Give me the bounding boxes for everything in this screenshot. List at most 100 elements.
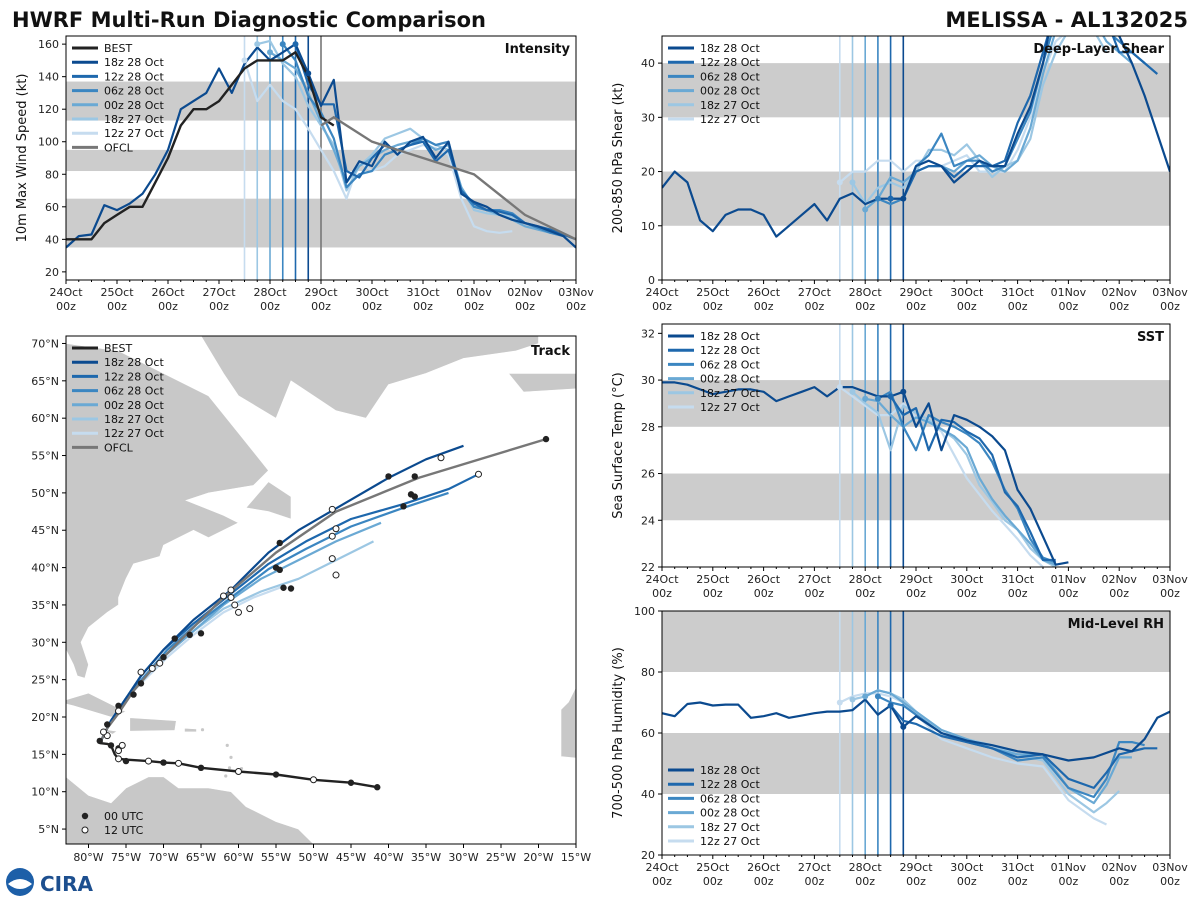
x-tick-label: 45°W bbox=[336, 851, 366, 864]
init-marker bbox=[900, 723, 907, 730]
legend-label: 12z 28 Oct bbox=[104, 70, 164, 83]
init-marker bbox=[862, 693, 869, 700]
init-marker bbox=[836, 699, 843, 706]
x-tick-label: 30Oct bbox=[355, 286, 389, 299]
init-marker bbox=[305, 70, 312, 77]
marker-12utc bbox=[137, 668, 145, 676]
x-tick-sublabel: 00z bbox=[906, 587, 926, 600]
x-tick-label: 26Oct bbox=[747, 861, 781, 874]
y-axis-label: Sea Surface Temp (°C) bbox=[611, 372, 626, 519]
legend-label: 12z 28 Oct bbox=[700, 344, 760, 357]
x-tick-label: 27Oct bbox=[798, 286, 832, 299]
forecast-track bbox=[98, 585, 284, 744]
legend-label: 12z 28 Oct bbox=[700, 778, 760, 791]
marker-12utc bbox=[118, 741, 126, 749]
marker-12utc bbox=[115, 755, 122, 763]
legend-label: 12z 27 Oct bbox=[700, 401, 760, 414]
y-tick-label: 70°N bbox=[31, 337, 59, 350]
y-tick-label: 22 bbox=[641, 561, 655, 574]
legend-label: 18z 28 Oct bbox=[700, 330, 760, 343]
legend-label: OFCL bbox=[104, 141, 134, 154]
y-tick-label: 40 bbox=[641, 57, 655, 70]
legend-label: OFCL bbox=[104, 441, 134, 454]
marker-00utc bbox=[287, 585, 295, 592]
cira-logo-text: CIRA bbox=[40, 872, 94, 896]
x-tick-sublabel: 00z bbox=[107, 300, 127, 313]
x-tick-sublabel: 00z bbox=[906, 875, 926, 888]
marker-12utc bbox=[100, 728, 107, 736]
x-tick-label: 02Nov bbox=[1101, 286, 1137, 299]
marker-12utc bbox=[115, 707, 122, 715]
x-tick-label: 27Oct bbox=[798, 861, 832, 874]
legend-label: 18z 28 Oct bbox=[700, 764, 760, 777]
marker-legend-12 bbox=[81, 826, 89, 834]
marker-00utc bbox=[276, 566, 283, 574]
x-tick-sublabel: 00z bbox=[957, 587, 977, 600]
x-tick-sublabel: 00z bbox=[754, 587, 774, 600]
y-tick-label: 25°N bbox=[31, 674, 59, 687]
track-panel: 80°W 75°W 70°W 65°W 60°W 55°W 50°W 45°W 40°W 35°W… bbox=[31, 335, 591, 864]
init-marker bbox=[849, 388, 856, 395]
plot-area bbox=[66, 36, 576, 280]
marker-00utc bbox=[96, 737, 103, 745]
init-marker bbox=[900, 388, 907, 395]
x-tick-sublabel: 00z bbox=[754, 300, 774, 313]
marker-00utc bbox=[107, 742, 115, 749]
legend-label: 12z 27 Oct bbox=[700, 113, 760, 126]
x-tick-label: 20°W bbox=[523, 851, 553, 864]
y-axis-label: 700-500 hPa Humidity (%) bbox=[611, 647, 626, 819]
y-tick-label: 10 bbox=[641, 220, 655, 233]
series-line bbox=[877, 695, 1145, 799]
x-tick-sublabel: 00z bbox=[1109, 875, 1129, 888]
init-marker bbox=[900, 195, 907, 202]
marker-00utc bbox=[542, 435, 550, 443]
marker-12utc bbox=[328, 555, 336, 563]
x-tick-sublabel: 00z bbox=[703, 587, 723, 600]
x-tick-sublabel: 00z bbox=[1059, 875, 1079, 888]
y-tick-label: 5°N bbox=[38, 823, 59, 836]
x-tick-label: 30Oct bbox=[950, 861, 984, 874]
x-tick-label: 24Oct bbox=[645, 286, 679, 299]
marker-12utc bbox=[328, 532, 336, 540]
marker-00utc bbox=[160, 654, 167, 661]
x-tick-label: 35°W bbox=[411, 851, 441, 864]
legend-label: 12z 28 Oct bbox=[700, 56, 760, 69]
landmass bbox=[245, 481, 292, 520]
marker-00utc bbox=[385, 473, 392, 480]
panel-title: Intensity bbox=[505, 42, 571, 57]
x-tick-label: 30Oct bbox=[950, 286, 984, 299]
x-tick-label: 31Oct bbox=[1001, 286, 1035, 299]
intensity-panel: 24Oct00z25Oct00z26Oct00z27Oct00z28Oct00z… bbox=[15, 35, 594, 313]
ofcl-track bbox=[98, 437, 547, 744]
x-tick-sublabel: 00z bbox=[652, 587, 672, 600]
x-tick-label: 03Nov bbox=[1152, 286, 1188, 299]
marker-12utc bbox=[156, 659, 164, 667]
x-tick-label: 02Nov bbox=[507, 286, 543, 299]
marker-12utc bbox=[115, 747, 122, 755]
legend-label: 00z 28 Oct bbox=[700, 373, 760, 386]
landmass bbox=[129, 717, 177, 732]
series-line bbox=[243, 60, 513, 234]
marker-00utc bbox=[400, 503, 407, 510]
init-marker bbox=[874, 395, 881, 402]
y-tick-label: 60°N bbox=[31, 412, 59, 425]
legend-label: 00z 28 Oct bbox=[104, 99, 164, 112]
landmass bbox=[184, 727, 197, 733]
marker-00utc bbox=[280, 584, 287, 591]
legend-label: 06z 28 Oct bbox=[700, 792, 760, 805]
init-marker bbox=[836, 384, 843, 391]
legend-label: 06z 28 Oct bbox=[104, 85, 164, 98]
x-tick-label: 01Nov bbox=[1051, 286, 1087, 299]
init-marker bbox=[836, 179, 843, 186]
island bbox=[200, 728, 205, 732]
y-tick-label: 24 bbox=[641, 514, 655, 527]
x-tick-label: 30°W bbox=[448, 851, 478, 864]
x-tick-sublabel: 00z bbox=[805, 587, 825, 600]
shaded-band bbox=[662, 63, 1170, 118]
x-tick-sublabel: 00z bbox=[855, 875, 875, 888]
x-tick-label: 02Nov bbox=[1101, 861, 1137, 874]
sst-panel: 24Oct00z25Oct00z26Oct00z27Oct00z28Oct00z… bbox=[611, 323, 1188, 600]
init-marker bbox=[849, 696, 856, 703]
init-marker bbox=[254, 41, 261, 48]
series-line bbox=[839, 386, 1044, 567]
